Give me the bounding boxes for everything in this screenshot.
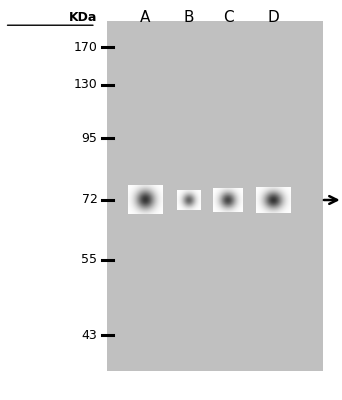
Text: 170: 170 (74, 40, 97, 54)
Text: 55: 55 (81, 253, 97, 266)
Text: KDa: KDa (69, 11, 97, 24)
Text: 130: 130 (74, 78, 97, 91)
Text: A: A (140, 10, 151, 25)
Bar (107, 21, 323, 371)
Text: 72: 72 (82, 194, 97, 206)
Text: 43: 43 (82, 328, 97, 342)
Text: D: D (267, 10, 279, 25)
Text: 95: 95 (82, 132, 97, 145)
Text: B: B (183, 10, 194, 25)
Text: C: C (223, 10, 234, 25)
